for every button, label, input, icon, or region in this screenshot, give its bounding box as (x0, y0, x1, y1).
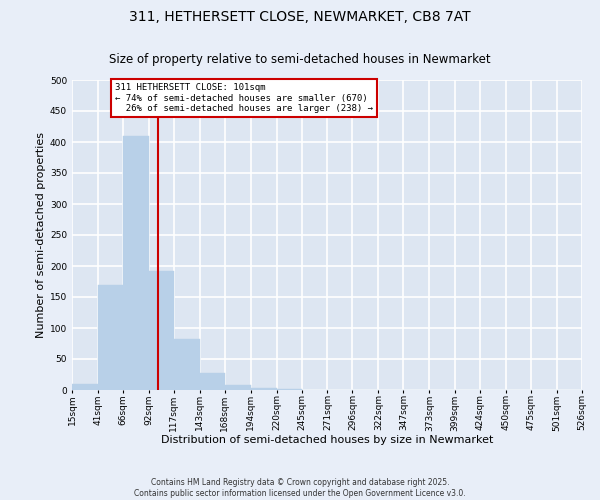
Bar (123, 136, 149, 390)
Bar (200, 372, 225, 390)
Bar (98, 284, 123, 390)
Text: 311 HETHERSETT CLOSE: 101sqm
← 74% of semi-detached houses are smaller (670)
  2: 311 HETHERSETT CLOSE: 101sqm ← 74% of se… (115, 83, 373, 113)
Bar (149, 271, 174, 390)
Text: Size of property relative to semi-detached houses in Newmarket: Size of property relative to semi-detach… (109, 52, 491, 66)
Text: 311, HETHERSETT CLOSE, NEWMARKET, CB8 7AT: 311, HETHERSETT CLOSE, NEWMARKET, CB8 7A… (129, 10, 471, 24)
X-axis label: Distribution of semi-detached houses by size in Newmarket: Distribution of semi-detached houses by … (161, 434, 493, 444)
Bar (251, 388, 277, 390)
Y-axis label: Number of semi-detached properties: Number of semi-detached properties (36, 132, 46, 338)
Text: Contains HM Land Registry data © Crown copyright and database right 2025.
Contai: Contains HM Land Registry data © Crown c… (134, 478, 466, 498)
Bar (174, 339, 200, 390)
Bar (225, 385, 251, 390)
Bar (72, 384, 98, 390)
